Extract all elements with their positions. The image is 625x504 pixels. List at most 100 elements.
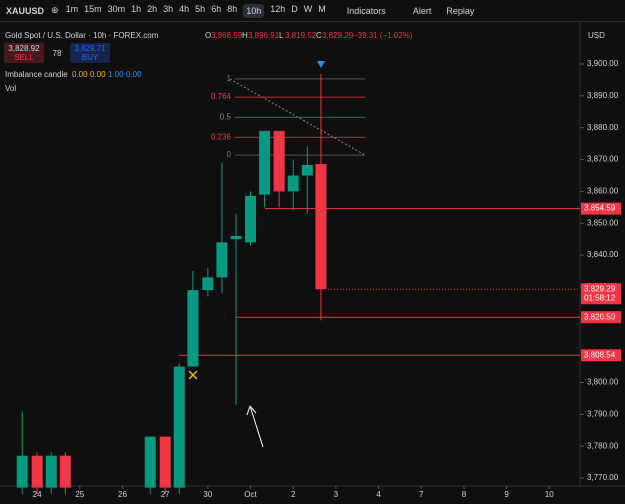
buy-box[interactable]	[70, 43, 110, 63]
ohlc-key: C	[316, 31, 322, 40]
level-tag	[581, 349, 621, 362]
interval[interactable]: 4h	[179, 3, 190, 14]
title: Gold Spot / U.S. Dollar · 10h · FOREX.co…	[5, 31, 159, 40]
candle-body	[31, 455, 43, 488]
toolbar: XAUUSD ⊕ 1m 15m 30m 1h 2h 3h 4h 5h 6h 8h 10h 12h D W M…	[0, 0, 625, 22]
ohlc-value: 3,896.91	[248, 31, 280, 40]
x-tick-label: 30	[203, 490, 212, 499]
interval[interactable]: 1h	[131, 3, 142, 14]
interval[interactable]: 1m	[65, 3, 79, 14]
chart: Gold Spot / U.S. Dollar · 10h · FOREX.co…	[0, 22, 625, 499]
interval[interactable]: 8h	[227, 3, 238, 14]
interval[interactable]: 2h	[147, 3, 158, 14]
candle-body	[202, 277, 214, 291]
y-tick-label: 3,890.00	[587, 91, 619, 100]
candle-body	[287, 175, 299, 192]
candle-body	[173, 366, 185, 488]
buy-price: 3,829.71	[74, 44, 106, 53]
y-tick-label: 3,870.00	[587, 155, 619, 164]
sell-price: 3,828.92	[8, 44, 40, 53]
indicator-value: 0.00	[126, 70, 142, 79]
symbol[interactable]: XAUUSD	[6, 5, 45, 16]
y-tick-label: 3,860.00	[587, 186, 619, 195]
interval[interactable]: 6h	[211, 3, 222, 14]
candle-body	[187, 290, 199, 367]
candle-body	[144, 436, 156, 488]
currency[interactable]: USD	[588, 31, 605, 40]
interval[interactable]: D	[291, 3, 298, 14]
x-tick-label: 10	[545, 490, 554, 499]
marker	[317, 61, 325, 68]
interval[interactable]: 15m	[84, 3, 102, 14]
interval[interactable]: 3h	[163, 3, 174, 14]
interval[interactable]: 5h	[195, 3, 206, 14]
x-tick-label: 27	[161, 490, 170, 499]
y-tick-label: 3,880.00	[587, 123, 619, 132]
candle-body	[159, 436, 171, 488]
x-tick-label: 9	[504, 490, 509, 499]
y-tick-label: 3,900.00	[587, 59, 619, 68]
candle-body	[315, 164, 327, 290]
indicators[interactable]: Indicators	[346, 5, 386, 16]
x-tick-label: 3	[334, 490, 339, 499]
level-tag	[581, 202, 621, 215]
x-tick-label: 25	[75, 490, 84, 499]
x-tick-label: 7	[419, 490, 424, 499]
candle-body	[16, 455, 28, 488]
last-price: 3,829.29	[584, 284, 616, 293]
interval[interactable]: 12h	[270, 3, 286, 14]
candle-body	[301, 164, 313, 176]
interval[interactable]: W	[303, 3, 313, 14]
replay[interactable]: Replay	[446, 5, 475, 16]
candle-body	[216, 242, 228, 278]
ohlc-key: O	[205, 31, 211, 40]
x-tick-label: 4	[376, 490, 381, 499]
y-tick-label: 3,850.00	[587, 218, 619, 227]
x-tick-label: 8	[462, 490, 467, 499]
y-tick-label: 3,840.00	[587, 250, 619, 259]
ohlc-value: 3,868.59	[211, 31, 243, 40]
candle-body	[273, 130, 285, 192]
fib-label: 1	[227, 74, 232, 83]
fib-label: 0.5	[220, 112, 232, 121]
interval[interactable]: 30m	[107, 3, 126, 14]
level-label: 3,854.59	[584, 204, 616, 213]
buy-label: BUY	[82, 53, 99, 62]
y-tick-label: 3,770.00	[587, 473, 619, 482]
fib-label: 0.236	[211, 132, 232, 141]
alert[interactable]: Alert	[412, 5, 432, 16]
ohlc-key: L	[279, 31, 284, 40]
countdown: 01:58:12	[584, 293, 616, 302]
x-tick-label: 2	[291, 490, 296, 499]
candle-body	[245, 195, 257, 243]
intervals: 1m 15m 30m 1h 2h 3h 4h 5h 6h 8h 10h 12h D W M	[65, 3, 326, 18]
fib-label: 0.764	[211, 92, 232, 101]
arrow	[246, 405, 264, 448]
level-label: 3,820.50	[584, 312, 616, 321]
candle-body	[45, 455, 57, 488]
x-tick-label: 24	[33, 490, 42, 499]
candle-body	[259, 130, 271, 195]
fib-label: 0	[227, 150, 232, 159]
sell-box[interactable]	[4, 43, 44, 63]
indicator-value: 0.00	[72, 70, 88, 79]
indicator-name: Imbalance candle	[5, 70, 68, 79]
add[interactable]: ⊕	[51, 5, 59, 15]
ohlc-value: 3,829.29	[322, 31, 354, 40]
y-tick-label: 3,800.00	[587, 378, 619, 387]
candle-body	[230, 235, 242, 240]
interval[interactable]: 10h	[243, 3, 265, 18]
cross	[188, 370, 198, 380]
sell-label: SELL	[14, 53, 34, 62]
indicator-value: 0.00	[90, 70, 106, 79]
indicator-value: 1.00	[108, 70, 124, 79]
y-tick-label: 3,780.00	[587, 441, 619, 450]
ohlc-value: 3,819.52	[285, 31, 317, 40]
vol: Vol	[5, 84, 16, 93]
candle-body	[59, 455, 71, 488]
x-tick-label: 26	[118, 490, 127, 499]
y-tick-label: 3,790.00	[587, 409, 619, 418]
interval[interactable]: M	[318, 3, 326, 14]
ohlc-key: H	[242, 31, 248, 40]
